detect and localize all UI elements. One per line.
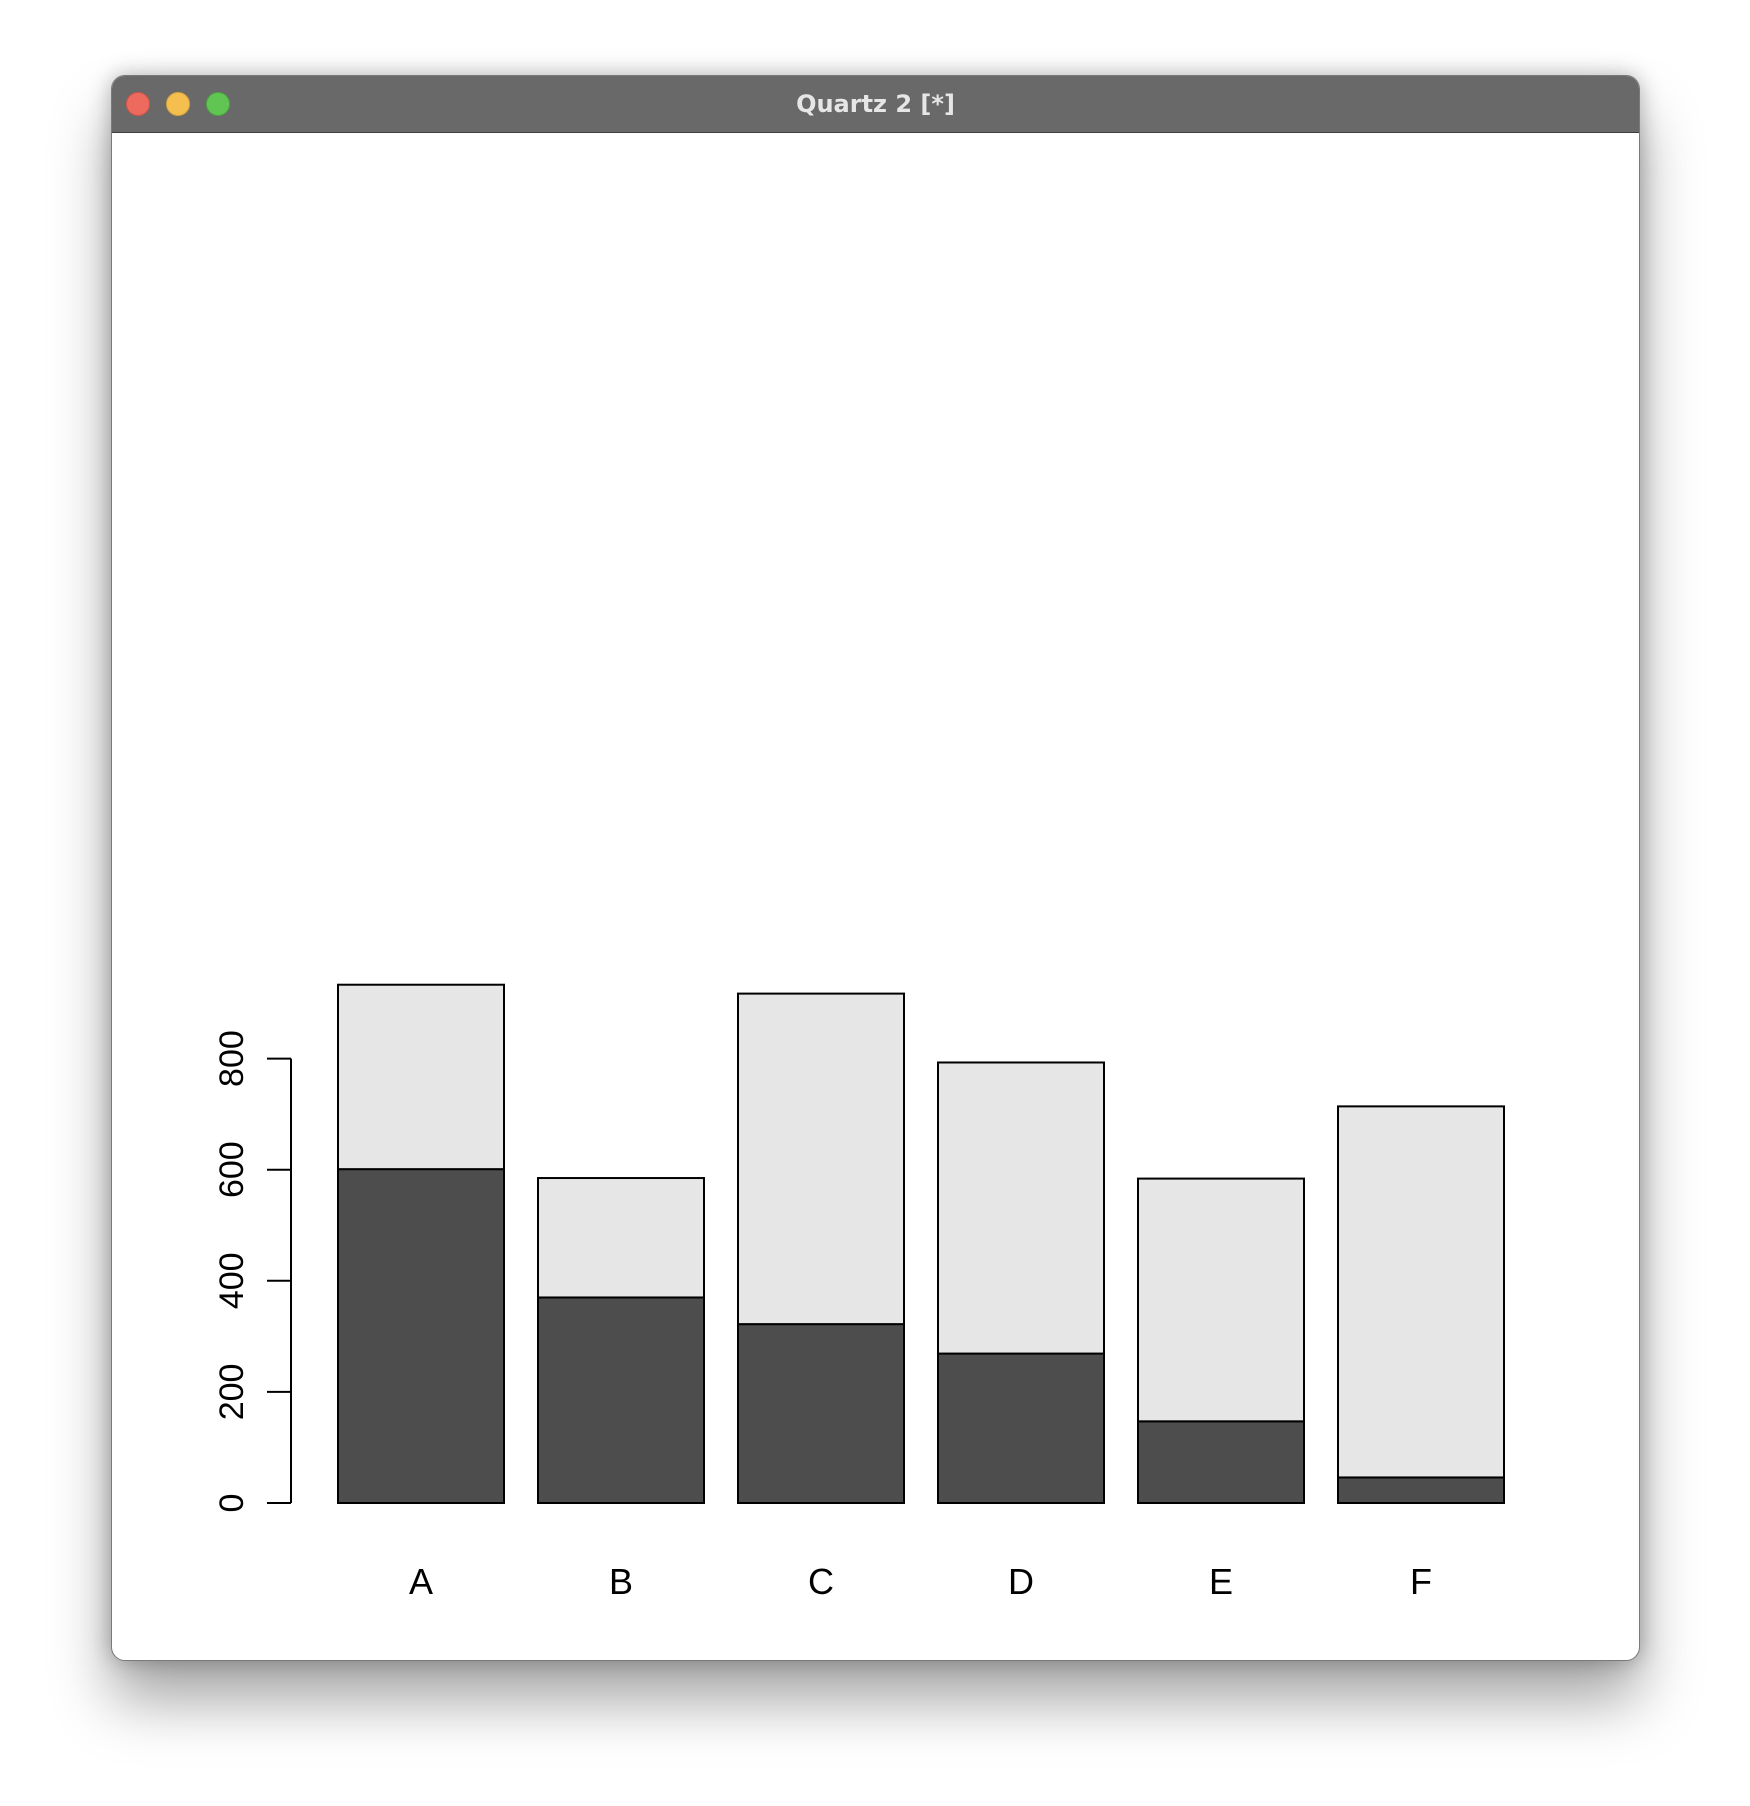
quartz-window: Quartz 2 [*] 0 200 400 600 800 A B C D E F: [111, 75, 1640, 1661]
y-tick-label: 600: [213, 1141, 251, 1198]
bar-d-top: [937, 1061, 1105, 1355]
y-tick-label: 0: [213, 1494, 251, 1513]
stacked-bar-chart: 0 200 400 600 800 A B C D E F: [213, 983, 1505, 1602]
bar-b-top: [537, 1177, 705, 1299]
x-tick-label: C: [808, 1561, 834, 1602]
bar-d-bottom: [937, 1352, 1105, 1505]
maximize-button[interactable]: [206, 92, 230, 116]
bar-a-top: [337, 983, 505, 1171]
minimize-button[interactable]: [166, 92, 190, 116]
y-tick-label: 800: [213, 1030, 251, 1087]
x-tick-label: E: [1209, 1561, 1233, 1602]
x-tick-label: D: [1008, 1561, 1034, 1602]
y-tick-label: 400: [213, 1252, 251, 1309]
bar-e-top: [1137, 1177, 1305, 1423]
bar-c-top: [737, 992, 905, 1326]
x-tick-label: B: [609, 1561, 633, 1602]
bar-b-bottom: [537, 1296, 705, 1504]
x-tick-label: F: [1410, 1561, 1432, 1602]
bar-f-bottom: [1337, 1476, 1505, 1505]
bar-c-bottom: [737, 1323, 905, 1505]
bar-e-bottom: [1137, 1420, 1305, 1505]
x-tick-labels: A B C D E F: [409, 1561, 1432, 1602]
y-tick-label: 200: [213, 1364, 251, 1421]
bar-a-bottom: [337, 1168, 505, 1505]
bar-f-top: [1337, 1105, 1505, 1479]
bars: [337, 983, 1505, 1505]
window-title: Quartz 2 [*]: [796, 90, 955, 118]
titlebar[interactable]: Quartz 2 [*]: [112, 76, 1639, 133]
close-button[interactable]: [126, 92, 150, 116]
x-tick-label: A: [409, 1561, 433, 1602]
y-axis: 0 200 400 600 800: [213, 1030, 292, 1513]
